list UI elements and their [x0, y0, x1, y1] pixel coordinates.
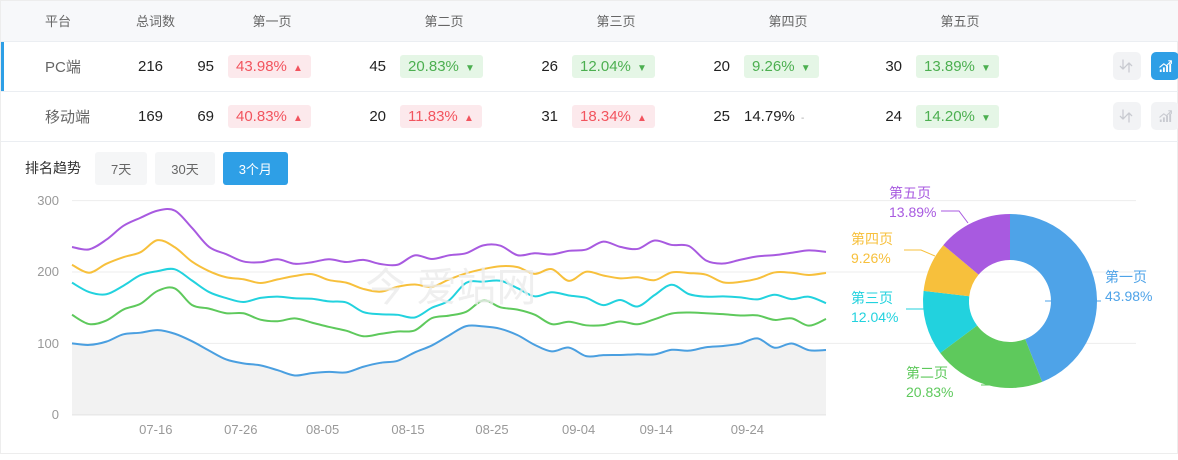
svg-text:第五页: 第五页: [889, 185, 931, 201]
svg-text:20.83%: 20.83%: [906, 384, 953, 400]
svg-text:43.98%: 43.98%: [1105, 288, 1152, 304]
svg-text:第三页: 第三页: [851, 290, 893, 306]
svg-text:12.04%: 12.04%: [851, 309, 898, 325]
svg-text:13.89%: 13.89%: [889, 204, 936, 220]
svg-text:第四页: 第四页: [851, 231, 893, 247]
svg-text:第一页: 第一页: [1105, 269, 1147, 285]
svg-text:9.26%: 9.26%: [851, 250, 891, 266]
svg-text:第二页: 第二页: [906, 365, 948, 381]
